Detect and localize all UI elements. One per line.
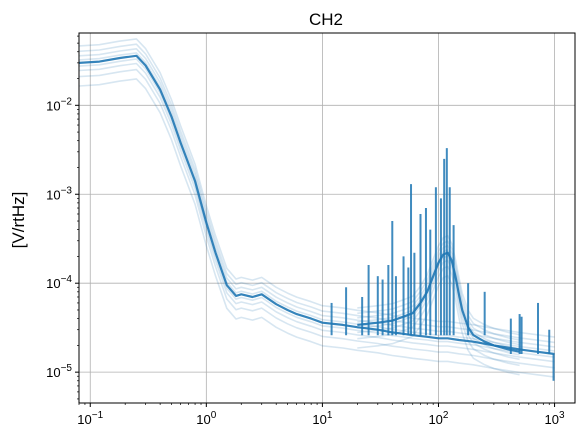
y-tick-label: 10−2: [46, 96, 72, 113]
series-1-trace: [78, 68, 555, 369]
y-tick-label: 10−4: [46, 274, 72, 291]
data-layer: [78, 38, 555, 381]
x-tick-label: 103: [545, 410, 565, 427]
x-tick-label: 100: [196, 410, 216, 427]
series-1-trace: [78, 78, 555, 378]
y-tick-label: 10−3: [46, 185, 72, 202]
series-1-trace: [78, 54, 555, 356]
tick-marks: [75, 35, 556, 407]
x-tick-label: 10−1: [77, 410, 103, 427]
series-1-trace: [78, 52, 555, 352]
chart-title: CH2: [309, 10, 343, 29]
series-1-trace: [78, 58, 555, 358]
y-tick-label: 10−5: [46, 363, 72, 380]
plot-frame: [78, 32, 576, 404]
series-1-trace: [78, 62, 555, 363]
y-axis-title: [V/rtHz]: [9, 192, 28, 249]
grid: [79, 33, 575, 403]
x-tick-label: 101: [312, 410, 332, 427]
x-tick-label: 102: [428, 410, 448, 427]
tick-labels: 10−1 100 101 102 103 10−5 10−4 10−3 10−2: [46, 96, 565, 427]
